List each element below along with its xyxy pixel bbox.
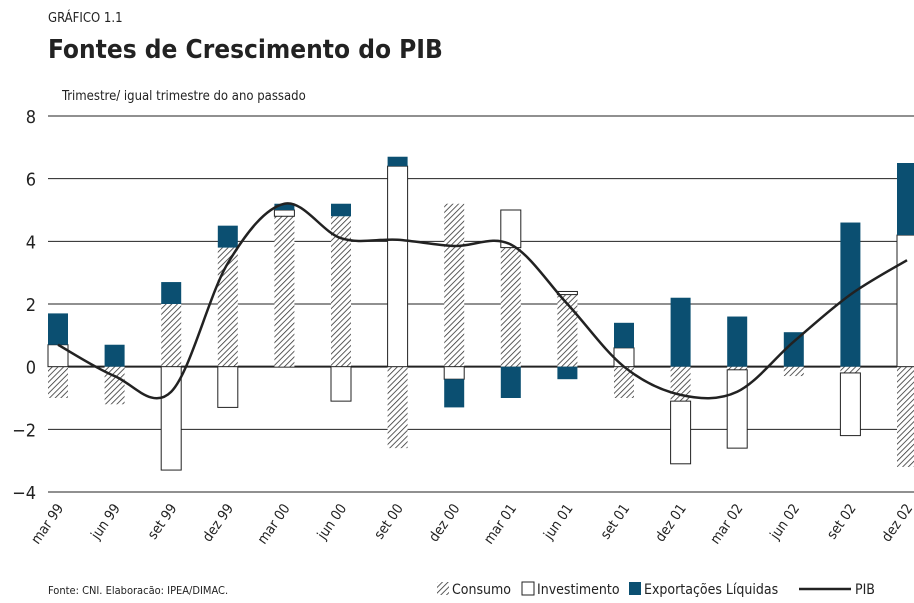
- x-tick-label: jun 99: [88, 501, 124, 543]
- x-tick-label: mar 01: [481, 501, 520, 547]
- bar: [783, 332, 804, 367]
- legend-label: PIB: [855, 582, 875, 598]
- bar: [783, 366, 804, 377]
- bar: [274, 216, 295, 367]
- bar: [161, 282, 182, 304]
- bar: [104, 366, 125, 405]
- x-tick-label: set 99: [145, 501, 181, 542]
- bar: [217, 247, 238, 367]
- x-tick-label: set 01: [598, 501, 634, 542]
- bar: [387, 366, 408, 449]
- bar: [500, 366, 521, 398]
- source: Fonte: CNI. Elaboracão: IPEA/DIMAC.: [48, 584, 228, 597]
- y-tick-label: 6: [26, 170, 36, 191]
- bar: [500, 209, 522, 249]
- bar: [670, 297, 691, 367]
- x-tick-label: dez 00: [426, 501, 463, 545]
- bar: [331, 216, 351, 367]
- x-tick-label: mar 00: [255, 501, 294, 547]
- y-tick-label: 0: [26, 358, 36, 379]
- chart-subtitle: Trimestre/ igual trimestre do ano passad…: [61, 89, 306, 104]
- x-tick-label: mar 02: [707, 501, 746, 547]
- bar: [897, 366, 914, 467]
- y-tick-label: −2: [12, 420, 36, 441]
- bar: [104, 344, 125, 367]
- y-tick-label: 4: [26, 232, 36, 253]
- chart-label: GRÁFICO 1.1: [48, 10, 123, 26]
- x-tick-label: dez 01: [652, 501, 689, 545]
- x-tick-label: jun 01: [540, 501, 576, 543]
- y-tick-label: 2: [26, 295, 36, 316]
- bar: [48, 313, 68, 345]
- y-tick-label: −4: [12, 483, 36, 504]
- bar: [161, 304, 182, 367]
- bar: [331, 203, 351, 217]
- bar: [217, 225, 238, 248]
- bar: [160, 366, 182, 471]
- x-tick-label: mar 99: [28, 501, 67, 547]
- bar: [727, 316, 748, 367]
- bar: [217, 366, 239, 408]
- x-tick-label: set 00: [371, 501, 407, 542]
- bar: [444, 379, 465, 408]
- x-tick-label: dez 99: [200, 501, 237, 545]
- bar: [557, 366, 578, 380]
- bar: [48, 366, 68, 398]
- legend-item: Exportações Líquidas: [629, 582, 778, 598]
- legend-label: Exportações Líquidas: [644, 582, 778, 598]
- bar: [500, 247, 521, 367]
- x-tick-label: jun 02: [767, 501, 803, 543]
- bar: [896, 234, 914, 368]
- x-tick-label: set 02: [824, 501, 860, 542]
- legend-item: Consumo: [437, 582, 511, 598]
- bar: [274, 203, 295, 210]
- bar: [727, 366, 748, 370]
- bar: [443, 366, 465, 380]
- bar: [273, 209, 295, 217]
- bar: [330, 366, 352, 402]
- legend-swatch: [437, 582, 449, 595]
- bar: [614, 322, 634, 348]
- y-tick-label: 8: [26, 107, 36, 128]
- bar: [557, 294, 578, 367]
- legend-swatch: [629, 582, 641, 595]
- bar: [614, 366, 634, 398]
- bar: [897, 163, 914, 236]
- chart-title: Fontes de Crescimento do PIB: [48, 35, 443, 65]
- bar: [840, 366, 861, 373]
- bar: [387, 165, 409, 368]
- line: [57, 202, 908, 400]
- bar: [613, 347, 635, 368]
- x-tick-label: dez 02: [879, 501, 914, 545]
- bar: [726, 369, 748, 449]
- legend-item: Investimento: [521, 581, 620, 598]
- legend-item: PIB: [799, 582, 875, 598]
- bar: [839, 372, 861, 437]
- x-tick-label: jun 00: [314, 501, 350, 543]
- legend-label: Investimento: [537, 582, 620, 598]
- bar: [670, 400, 692, 465]
- bar: [444, 203, 465, 367]
- legend-swatch: [521, 581, 535, 596]
- bar: [387, 156, 408, 167]
- legend-label: Consumo: [452, 582, 511, 598]
